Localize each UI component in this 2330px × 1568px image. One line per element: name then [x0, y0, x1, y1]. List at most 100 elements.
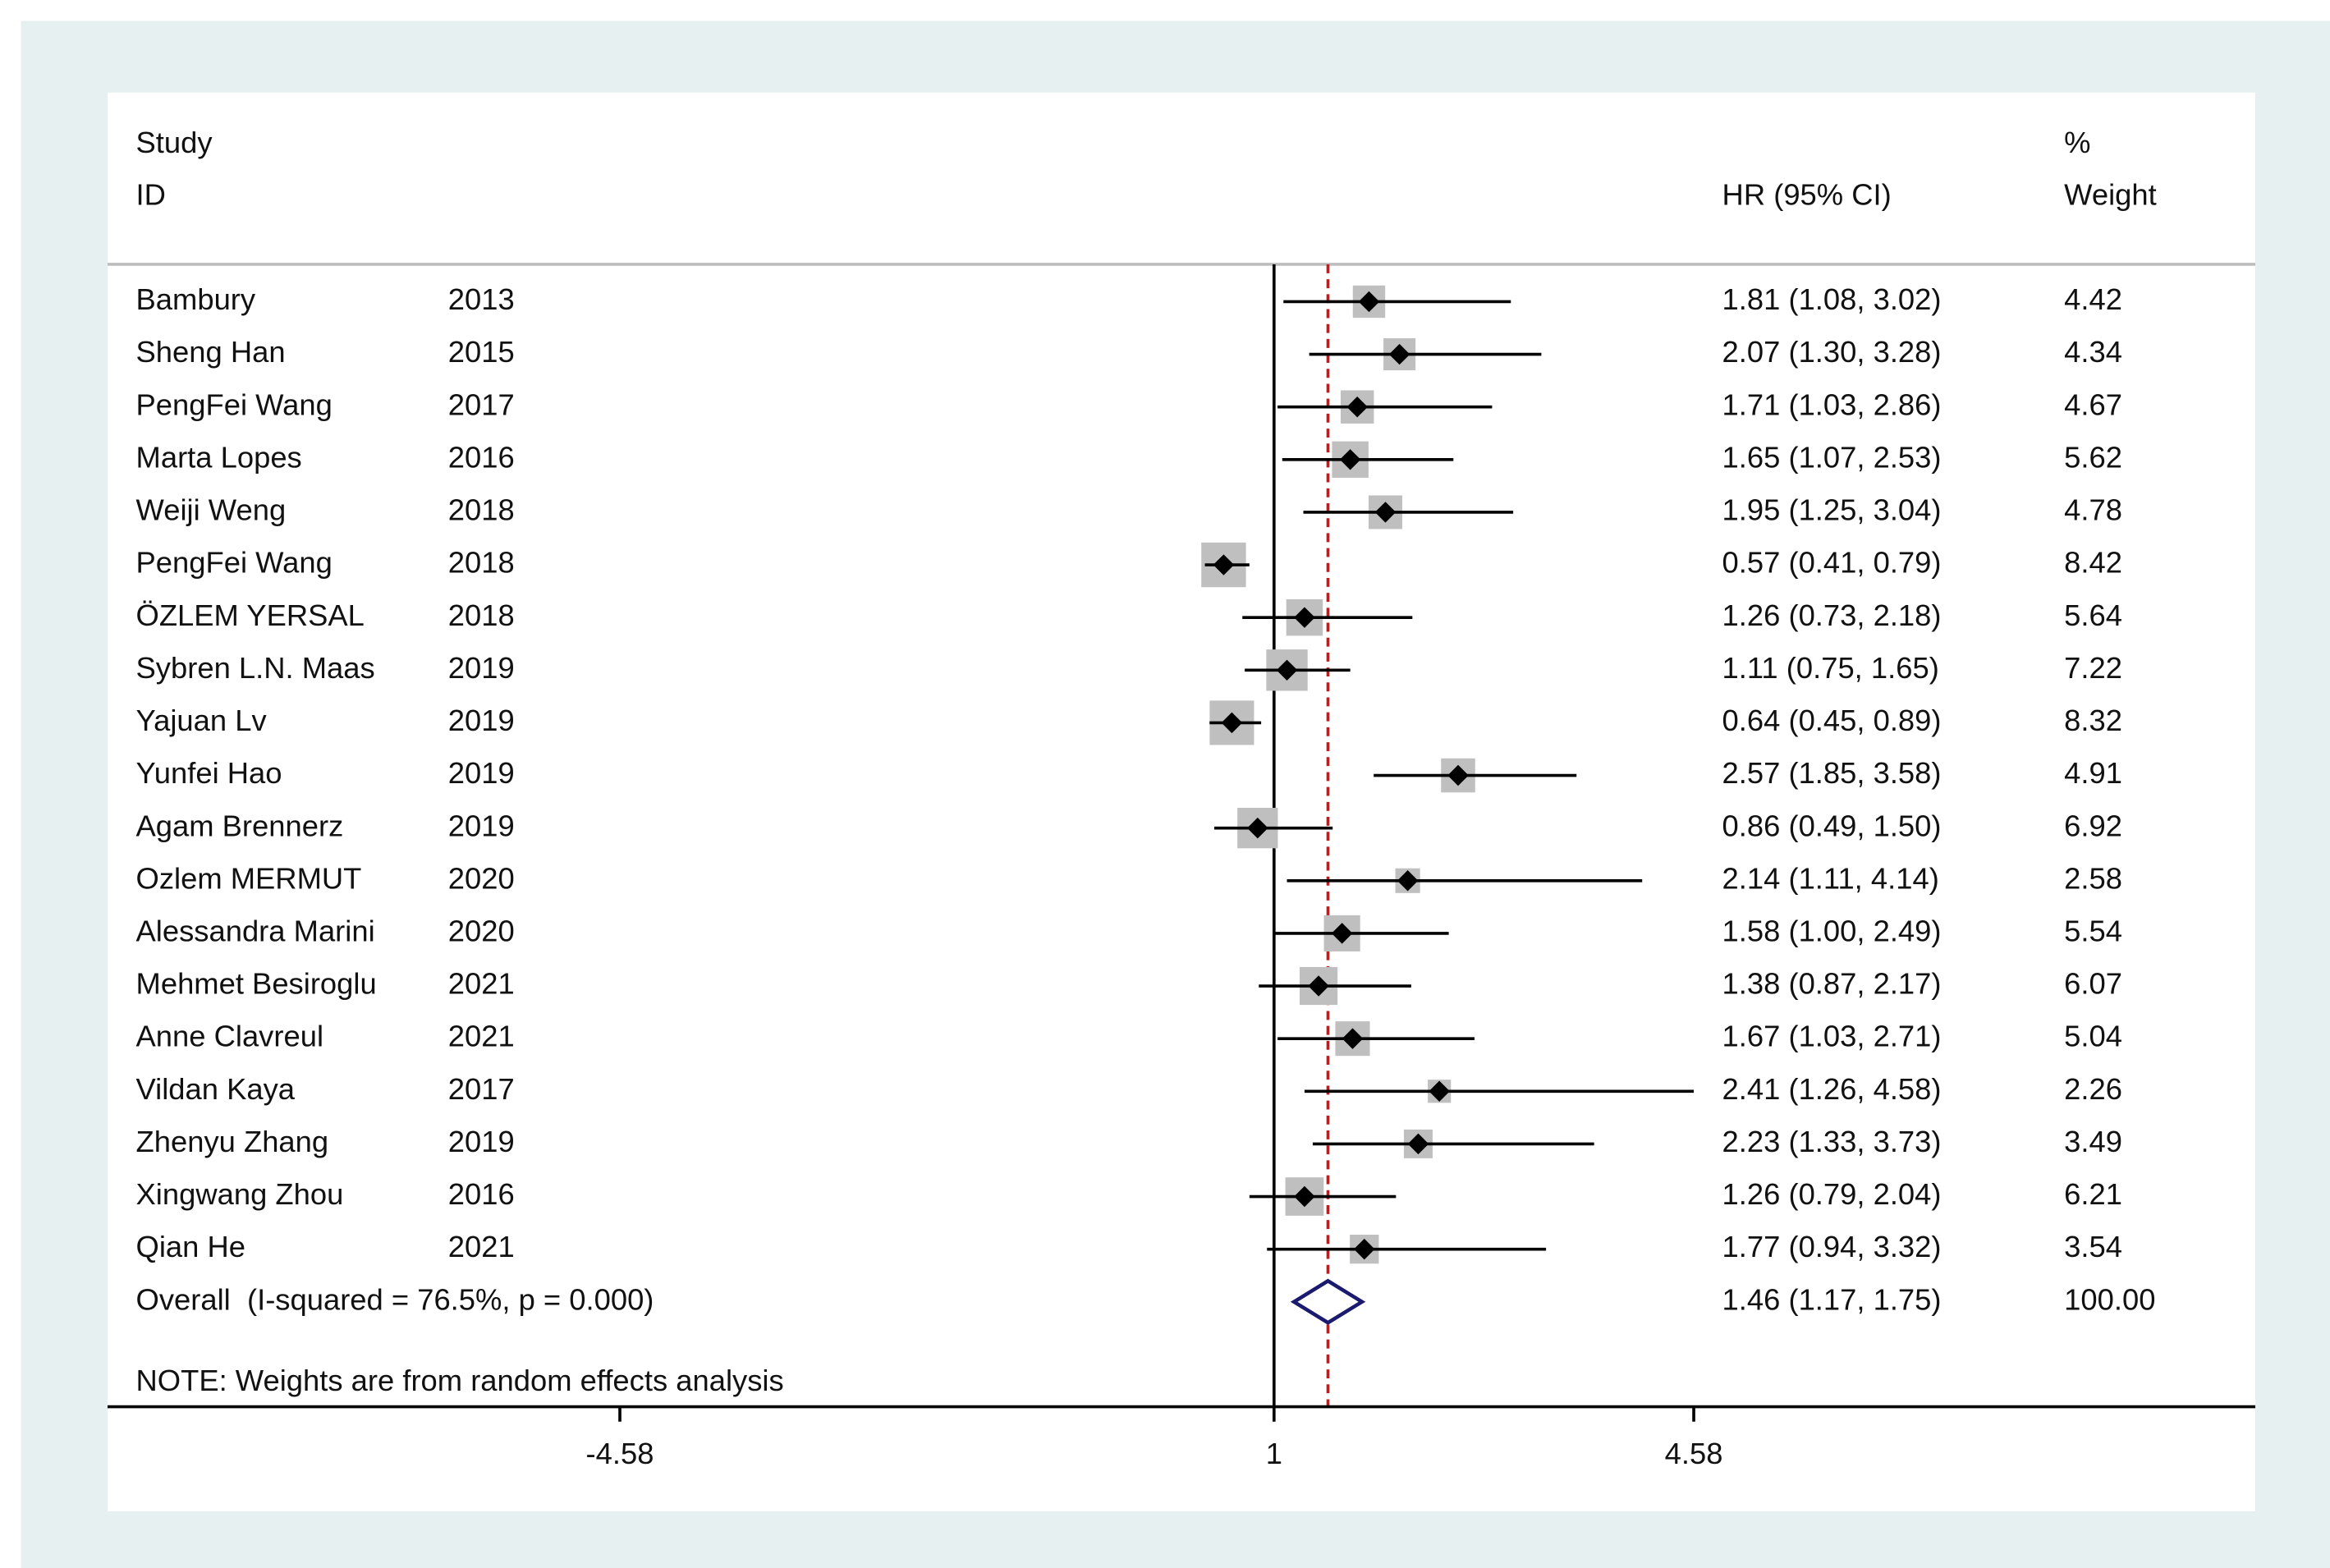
study-year: 2019 [448, 756, 515, 790]
study-name: Xingwang Zhou [136, 1177, 344, 1211]
weight-label: 8.32 [2064, 704, 2122, 737]
point-estimate [1346, 396, 1368, 418]
point-estimate [1342, 1028, 1364, 1049]
ci-label: 1.71 (1.03, 2.86) [1722, 387, 1942, 421]
study-name: Yunfei Hao [136, 756, 282, 790]
study-year: 2021 [448, 967, 515, 1001]
ci-label: 1.26 (0.79, 2.04) [1722, 1177, 1942, 1211]
ci-label: 1.65 (1.07, 2.53) [1722, 440, 1942, 474]
study-name: Alessandra Marini [136, 915, 375, 948]
point-estimate [1447, 764, 1469, 786]
ci-label: 1.38 (0.87, 2.17) [1722, 967, 1942, 1001]
overall-diamond [1290, 1278, 1366, 1325]
header-pct: % [2064, 126, 2090, 159]
overall-weight-label: 100.00 [2064, 1282, 2155, 1316]
note: NOTE: Weights are from random effects an… [136, 1364, 784, 1397]
point-estimate [1429, 1080, 1450, 1103]
weight-label: 6.07 [2064, 967, 2122, 1001]
study-year: 2017 [448, 387, 515, 421]
weight-label: 2.26 [2064, 1072, 2122, 1106]
weight-label: 5.04 [2064, 1020, 2122, 1053]
study-year: 2016 [448, 440, 515, 474]
study-name: Mehmet Besiroglu [136, 967, 377, 1001]
header-id: ID [136, 178, 166, 212]
study-year: 2020 [448, 861, 515, 895]
study-year: 2019 [448, 1125, 515, 1158]
study-name: Qian He [136, 1230, 245, 1263]
ci-label: 0.86 (0.49, 1.50) [1722, 809, 1942, 842]
weight-label: 5.62 [2064, 440, 2122, 474]
ci-label: 1.81 (1.08, 3.02) [1722, 282, 1942, 316]
ci-label: 2.41 (1.26, 4.58) [1722, 1072, 1942, 1106]
ci-label: 1.26 (0.73, 2.18) [1722, 598, 1942, 632]
weight-label: 5.64 [2064, 598, 2122, 632]
header-study: Study [136, 126, 213, 159]
weight-label: 4.91 [2064, 756, 2122, 790]
ci-label: 0.64 (0.45, 0.89) [1722, 704, 1942, 737]
study-year: 2018 [448, 598, 515, 632]
study-year: 2020 [448, 915, 515, 948]
study-name: Weiji Weng [136, 493, 287, 527]
study-name: Marta Lopes [136, 440, 302, 474]
study-year: 2019 [448, 651, 515, 685]
point-estimate [1247, 817, 1268, 839]
study-name: Bambury [136, 282, 256, 316]
ci-label: 0.57 (0.41, 0.79) [1722, 546, 1942, 580]
ci-label: 1.95 (1.25, 3.04) [1722, 493, 1942, 527]
ci-label: 2.14 (1.11, 4.14) [1722, 861, 1939, 895]
ci-label: 1.77 (0.94, 3.32) [1722, 1230, 1942, 1263]
ci-label: 1.11 (0.75, 1.65) [1722, 651, 1939, 685]
study-name: Agam Brennerz [136, 809, 344, 842]
x-tick-label: -4.58 [586, 1437, 654, 1470]
study-name: Zhenyu Zhang [136, 1125, 329, 1158]
study-year: 2018 [448, 546, 515, 580]
header-ci: HR (95% CI) [1722, 178, 1892, 212]
point-estimate [1294, 607, 1315, 628]
weight-label: 4.42 [2064, 282, 2122, 316]
weight-label: 3.54 [2064, 1230, 2122, 1263]
ci-label: 1.58 (1.00, 2.49) [1722, 915, 1942, 948]
study-name: Yajuan Lv [136, 704, 268, 737]
header-weight: Weight [2064, 178, 2157, 212]
study-year: 2019 [448, 809, 515, 842]
point-estimate [1308, 975, 1329, 997]
study-year: 2019 [448, 704, 515, 737]
study-name: ÖZLEM YERSAL [136, 598, 365, 632]
overall-label: Overall (I-squared = 76.5%, p = 0.000) [136, 1282, 654, 1316]
weight-label: 5.54 [2064, 915, 2122, 948]
study-year: 2013 [448, 282, 515, 316]
study-year: 2017 [448, 1072, 515, 1106]
study-name: Ozlem MERMUT [136, 861, 362, 895]
weight-label: 4.67 [2064, 387, 2122, 421]
ci-label: 2.23 (1.33, 3.73) [1722, 1125, 1942, 1158]
point-estimate [1354, 1238, 1375, 1260]
plot-panel [107, 92, 2256, 1511]
study-name: Sheng Han [136, 335, 286, 369]
ci-label: 1.67 (1.03, 2.71) [1722, 1020, 1942, 1053]
study-year: 2021 [448, 1020, 515, 1053]
study-year: 2015 [448, 335, 515, 369]
point-estimate [1213, 554, 1235, 575]
ci-label: 2.07 (1.30, 3.28) [1722, 335, 1942, 369]
overall-ci-label: 1.46 (1.17, 1.75) [1722, 1282, 1942, 1316]
study-year: 2016 [448, 1177, 515, 1211]
study-name: PengFei Wang [136, 387, 333, 421]
weight-label: 8.42 [2064, 546, 2122, 580]
weight-label: 6.21 [2064, 1177, 2122, 1211]
point-estimate [1294, 1185, 1315, 1208]
ci-label: 2.57 (1.85, 3.58) [1722, 756, 1942, 790]
weight-label: 4.78 [2064, 493, 2122, 527]
weight-label: 3.49 [2064, 1125, 2122, 1158]
point-estimate [1374, 502, 1397, 523]
point-estimate [1397, 870, 1419, 892]
weight-label: 4.34 [2064, 335, 2122, 369]
study-name: PengFei Wang [136, 546, 333, 580]
x-tick-label: 1 [1266, 1437, 1282, 1470]
weight-label: 6.92 [2064, 809, 2122, 842]
study-year: 2018 [448, 493, 515, 527]
point-estimate [1407, 1133, 1429, 1155]
study-year: 2021 [448, 1230, 515, 1263]
weight-label: 2.58 [2064, 861, 2122, 895]
point-estimate [1331, 923, 1353, 944]
